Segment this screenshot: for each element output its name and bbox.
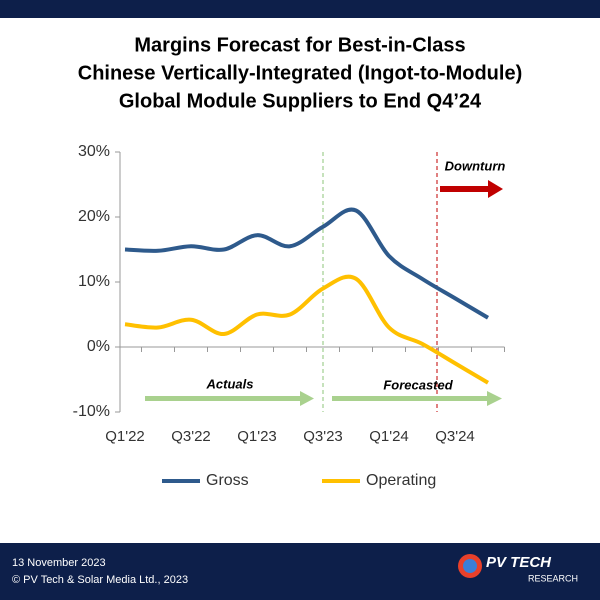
footer-copyright: © PV Tech & Solar Media Ltd., 2023 [12,574,188,586]
legend-label: Operating [366,472,436,489]
x-tick-label: Q3'22 [171,428,211,445]
chart-title: Global Module Suppliers to End Q4’24 [119,90,482,112]
annotation: Forecasted [383,377,453,392]
logo-icon [463,559,477,573]
logo-subtext: RESEARCH [528,573,578,583]
legend-label: Gross [206,472,249,489]
logo-text: PV TECH [486,554,552,571]
x-tick-label: Q1'22 [105,428,145,445]
footer-bar [0,543,600,600]
y-tick-label: -10% [73,403,110,420]
y-tick-label: 10% [78,273,110,290]
x-tick-label: Q1'23 [237,428,277,445]
forecast-arrow [487,391,502,406]
x-tick-label: Q1'24 [369,428,409,445]
y-tick-label: 20% [78,208,110,225]
top-bar [0,0,600,18]
annotation: Downturn [445,158,506,173]
x-tick-label: Q3'23 [303,428,343,445]
annotation: Actuals [206,376,254,391]
downturn-arrow [488,180,503,198]
x-tick-label: Q3'24 [435,428,475,445]
footer-date: 13 November 2023 [12,557,106,569]
series-line [124,207,490,320]
y-tick-label: 30% [78,143,110,160]
downturn-arrow [440,186,488,192]
chart-title: Margins Forecast for Best-in-Class [134,34,465,56]
forecast-arrow [332,396,487,401]
chart-title: Chinese Vertically-Integrated (Ingot-to-… [78,62,522,84]
actuals-arrow [300,391,314,406]
actuals-arrow [145,396,300,401]
y-tick-label: 0% [87,338,110,355]
series-line [124,274,490,385]
